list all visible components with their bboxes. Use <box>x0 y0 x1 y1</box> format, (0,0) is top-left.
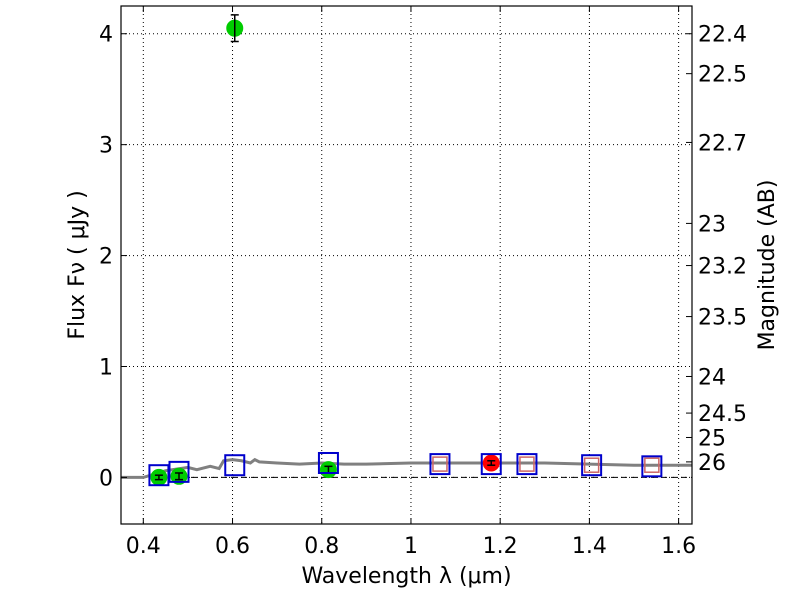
y-tick-label: 3 <box>99 134 113 159</box>
mag-tick-label: 22.5 <box>698 63 747 88</box>
x-tick-label: 0.6 <box>215 534 250 559</box>
upper-limit-marker <box>644 457 660 473</box>
x-axis-label: Wavelength λ (μm) <box>301 564 511 589</box>
model-photometry-marker <box>224 454 246 477</box>
upper-limit-marker <box>432 456 448 472</box>
y-axis-label: Flux Fν ( μJy ) <box>65 190 90 339</box>
x-tick-label: 1.6 <box>661 534 696 559</box>
upper-limit-marker <box>519 456 535 472</box>
grid <box>121 6 692 524</box>
x-tick-label: 1 <box>404 534 418 559</box>
x-tick-label: 1.2 <box>483 534 518 559</box>
model-sed-line <box>121 457 692 479</box>
y-tick-label: 1 <box>99 355 113 380</box>
mag-tick-label: 22.4 <box>698 23 747 48</box>
model-photometry-marker <box>317 451 339 474</box>
mag-tick-label: 23.5 <box>698 306 747 331</box>
x-tick-label: 1.4 <box>572 534 607 559</box>
y-tick-label: 0 <box>99 466 113 491</box>
y-tick-label: 2 <box>99 245 113 270</box>
y2-axis-label: Magnitude (AB) <box>755 180 780 351</box>
model-photometry-marker <box>480 453 502 476</box>
model-photometry-marker <box>581 454 603 477</box>
x-tick-label: 0.4 <box>126 534 161 559</box>
plot-frame <box>120 5 693 525</box>
upper-limit-marker <box>583 457 600 473</box>
model-photometry-marker <box>641 455 663 478</box>
mag-tick-label: 24 <box>698 365 726 390</box>
model-photometry-marker <box>148 464 170 487</box>
model-photometry-marker <box>168 460 190 483</box>
mag-tick-label: 22.7 <box>698 131 747 156</box>
mag-tick-label: 23.2 <box>698 255 747 280</box>
model-photometry-marker <box>429 453 451 476</box>
data-marks <box>148 14 663 487</box>
mag-tick-label: 24.5 <box>698 402 747 427</box>
model-photometry-marker <box>516 453 538 476</box>
y-tick-label: 4 <box>99 23 113 48</box>
mag-tick-label: 23 <box>698 212 726 237</box>
x-tick-label: 0.8 <box>304 534 339 559</box>
mag-tick-label: 25 <box>698 426 726 451</box>
mag-tick-label: 26 <box>698 451 726 476</box>
